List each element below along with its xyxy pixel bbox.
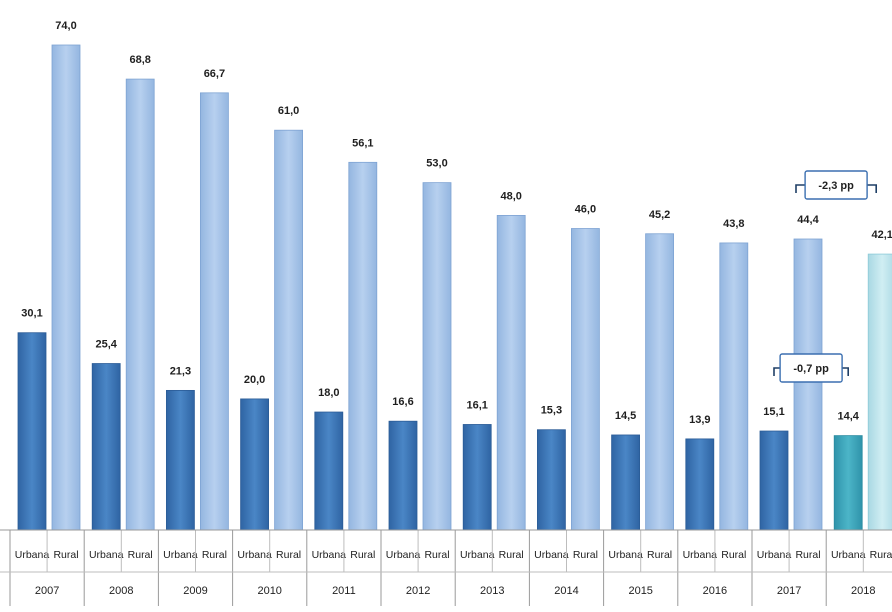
annotation-rural-change: -2,3 pp (795, 170, 877, 200)
category-label-urbana-2012: Urbana (386, 549, 421, 561)
category-label-urbana-2011: Urbana (312, 549, 347, 561)
value-label-rural-2016: 43,8 (723, 218, 744, 230)
bar-rural-2012 (422, 182, 452, 531)
category-label-urbana-2018: Urbana (831, 549, 866, 561)
category-label-rural-2015: Rural (647, 549, 672, 561)
bar-urbana-2008 (91, 363, 121, 531)
value-label-urbana-2017: 15,1 (763, 406, 784, 418)
category-label-urbana-2010: Urbana (237, 549, 272, 561)
value-label-rural-2009: 66,7 (204, 68, 225, 80)
value-label-rural-2012: 53,0 (426, 158, 447, 170)
value-label-urbana-2012: 16,6 (392, 396, 413, 408)
bar-urbana-2009 (165, 389, 195, 531)
annotation-urbana-change-box (779, 353, 843, 383)
bar-urbana-2007 (17, 332, 47, 531)
category-label-urbana-2015: Urbana (608, 549, 643, 561)
value-label-urbana-2011: 18,0 (318, 387, 339, 399)
year-label-2017: 2017 (777, 585, 801, 597)
value-label-rural-2010: 61,0 (278, 105, 299, 117)
annotations-layer: -0,7 pp -2,3 pp (773, 170, 877, 383)
value-label-urbana-2013: 16,1 (466, 399, 487, 411)
category-label-rural-2013: Rural (499, 549, 524, 561)
bar-rural-2013 (496, 215, 526, 531)
category-label-rural-2014: Rural (573, 549, 598, 561)
category-label-urbana-2017: Urbana (757, 549, 792, 561)
bar-urbana-2011 (314, 411, 344, 531)
year-label-2018: 2018 (851, 585, 875, 597)
annotation-rural-change-text: -2,3 pp (818, 180, 854, 192)
bar-urbana-2014 (537, 429, 566, 531)
category-label-urbana-2016: Urbana (683, 549, 718, 561)
category-label-rural-2011: Rural (350, 549, 375, 561)
bar-rural-2008 (125, 78, 155, 531)
year-label-2014: 2014 (554, 585, 578, 597)
value-label-urbana-2007: 30,1 (21, 308, 42, 320)
value-label-rural-2013: 48,0 (500, 190, 521, 202)
year-label-2015: 2015 (628, 585, 652, 597)
bar-rural-2010 (274, 129, 304, 531)
category-label-urbana-2007: Urbana (15, 549, 50, 561)
year-label-2010: 2010 (257, 585, 281, 597)
value-label-rural-2017: 44,4 (797, 214, 819, 226)
value-label-urbana-2015: 14,5 (615, 410, 636, 422)
bar-urbana-2015 (611, 434, 640, 531)
category-label-rural-2017: Rural (795, 549, 820, 561)
year-label-2011: 2011 (332, 585, 356, 597)
value-label-rural-2007: 74,0 (55, 20, 76, 32)
value-label-urbana-2018: 14,4 (837, 411, 859, 423)
value-label-urbana-2016: 13,9 (689, 414, 710, 426)
category-label-rural-2018: Rural (870, 549, 892, 561)
category-label-rural-2010: Rural (276, 549, 301, 561)
bar-rural-2014 (571, 228, 600, 531)
category-label-urbana-2008: Urbana (89, 549, 124, 561)
bar-urbana-2010 (240, 398, 270, 531)
category-label-urbana-2013: Urbana (460, 549, 495, 561)
year-label-2012: 2012 (406, 585, 430, 597)
category-label-rural-2012: Rural (424, 549, 449, 561)
category-label-rural-2007: Rural (53, 549, 78, 561)
bar-rural-2017 (793, 238, 823, 531)
value-label-urbana-2008: 25,4 (95, 339, 117, 351)
bar-rural-2018 (867, 253, 892, 531)
bar-rural-2011 (348, 161, 378, 531)
category-label-rural-2016: Rural (721, 549, 746, 561)
annotation-rural-change-box (804, 170, 868, 200)
value-label-rural-2015: 45,2 (649, 209, 670, 221)
bar-urbana-2018 (833, 435, 863, 531)
bar-urbana-2016 (685, 438, 715, 531)
bar-rural-2009 (199, 92, 229, 531)
bar-rural-2007 (51, 44, 81, 531)
bar-urbana-2012 (388, 420, 418, 531)
value-label-rural-2008: 68,8 (129, 54, 150, 66)
bar-rural-2015 (645, 233, 674, 531)
value-label-urbana-2009: 21,3 (170, 365, 191, 377)
year-label-2016: 2016 (703, 585, 727, 597)
year-label-2007: 2007 (35, 585, 59, 597)
annotation-urbana-change: -0,7 pp (773, 353, 849, 383)
bar-rural-2016 (719, 242, 749, 531)
value-label-rural-2018: 42,1 (871, 229, 892, 241)
value-label-rural-2014: 46,0 (575, 204, 596, 216)
year-label-2009: 2009 (183, 585, 207, 597)
bar-urbana-2017 (759, 430, 789, 531)
annotation-urbana-change-text: -0,7 pp (793, 363, 829, 375)
year-label-2008: 2008 (109, 585, 133, 597)
category-label-urbana-2014: Urbana (534, 549, 569, 561)
value-labels-layer: 30,1 74,0 25,4 68,8 21,3 66,7 20,0 61,0 18,0 56,1… (21, 20, 892, 426)
value-label-urbana-2014: 15,3 (541, 405, 562, 417)
value-label-rural-2011: 56,1 (352, 137, 373, 149)
category-label-rural-2008: Rural (128, 549, 153, 561)
category-label-urbana-2009: Urbana (163, 549, 198, 561)
bars-layer (17, 44, 892, 531)
year-label-2013: 2013 (480, 585, 504, 597)
bar-urbana-2013 (462, 424, 492, 531)
value-label-urbana-2010: 20,0 (244, 374, 265, 386)
category-label-rural-2009: Rural (202, 549, 227, 561)
